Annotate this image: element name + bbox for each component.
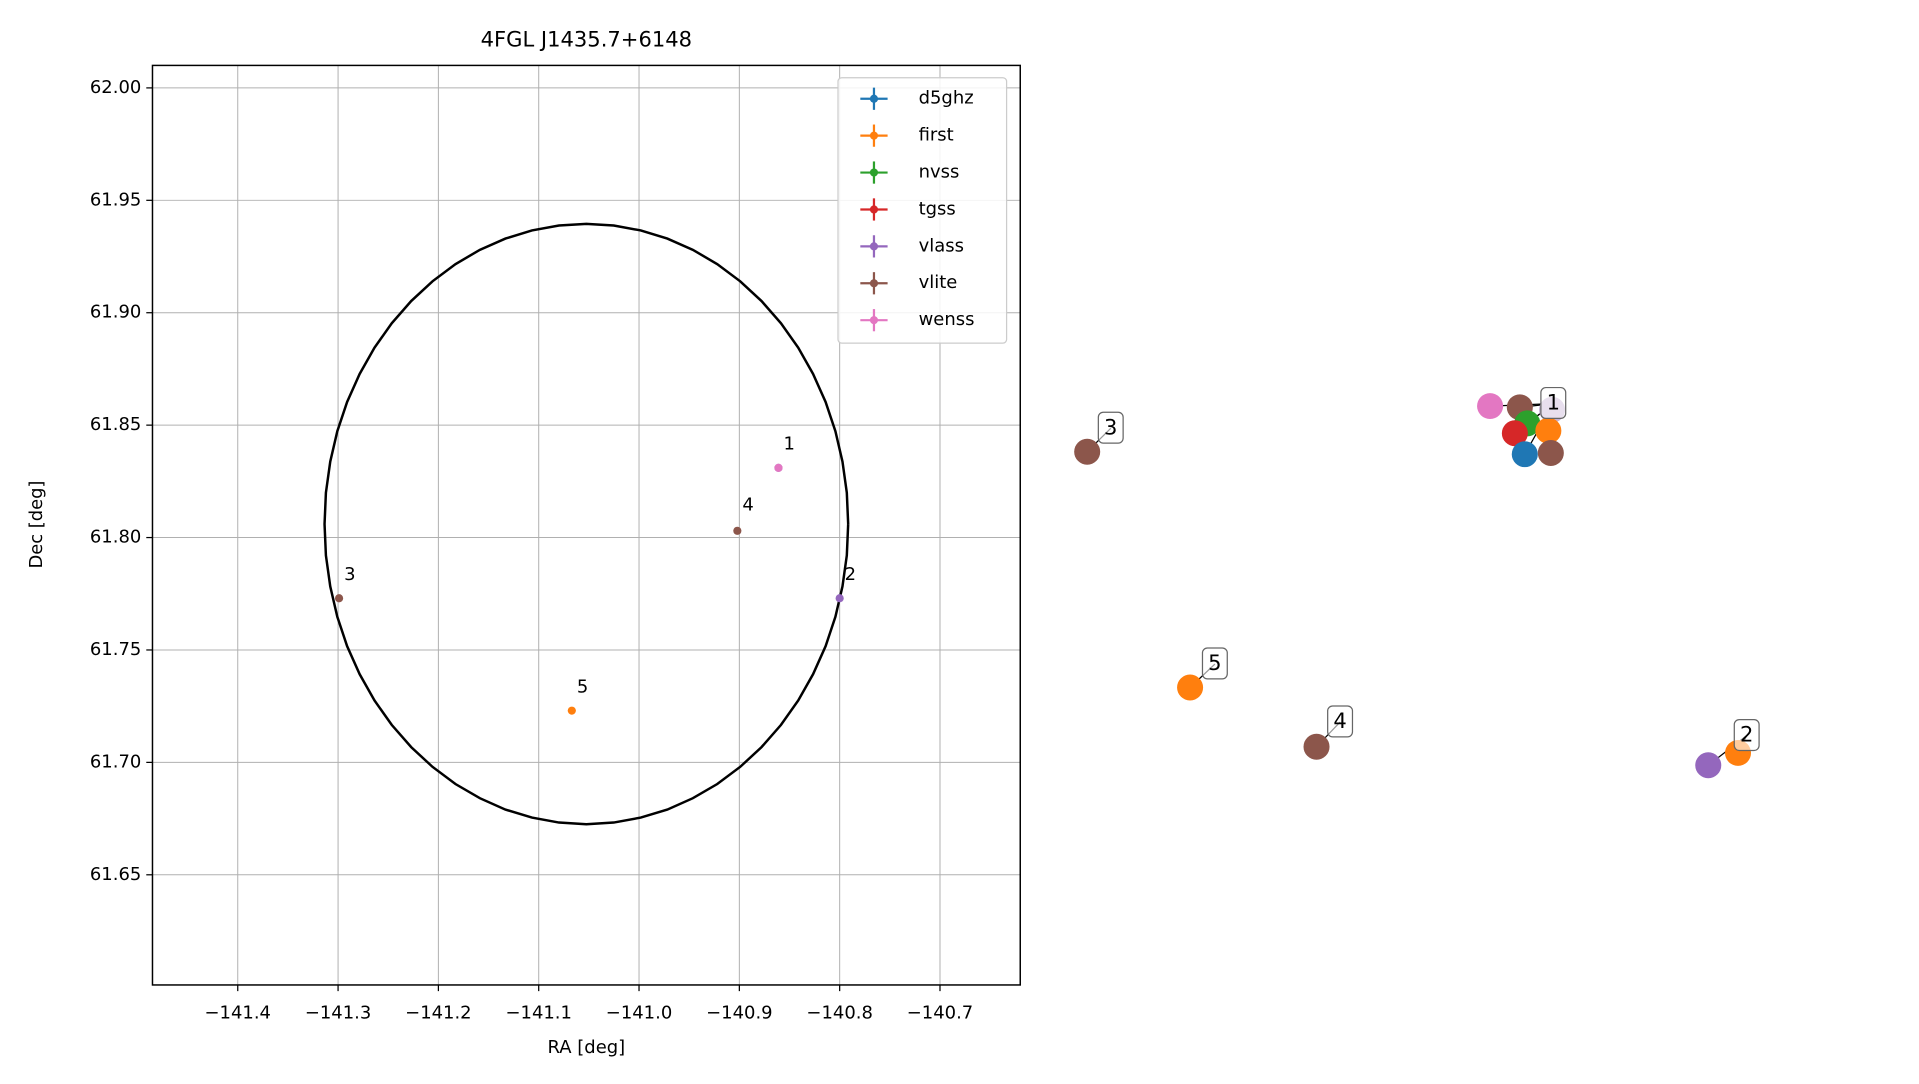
y-tick-label: 61.70 xyxy=(90,751,141,772)
x-tick-label: −141.4 xyxy=(205,1002,271,1023)
localization-ellipse xyxy=(323,222,850,826)
node-label: 3 xyxy=(1104,414,1117,439)
node-label: 2 xyxy=(1740,722,1753,747)
y-tick-label: 61.65 xyxy=(90,864,141,885)
legend-label: first xyxy=(919,125,954,146)
legend-label: vlass xyxy=(919,235,964,256)
data-point xyxy=(835,594,844,603)
legend: d5ghz first nvss tgss vlass vlite wenss xyxy=(837,77,1008,344)
axes-frame xyxy=(151,64,1021,986)
y-tick-label: 62.00 xyxy=(90,77,141,98)
x-tick-label: −141.0 xyxy=(606,1002,672,1023)
x-tick-label: −141.3 xyxy=(305,1002,371,1023)
y-tick-label: 61.90 xyxy=(90,302,141,323)
node xyxy=(1511,441,1538,468)
node-label-box xyxy=(1733,718,1760,752)
data-point xyxy=(733,526,742,535)
plot-area: 1 2 3 4 5 xyxy=(323,222,856,826)
y-tick-label: 61.75 xyxy=(90,639,141,660)
node-label: 5 xyxy=(1208,650,1221,675)
cluster-graph: 1 2 3 4 5 xyxy=(1074,386,1760,779)
node xyxy=(1537,440,1564,466)
x-tick-label: −140.8 xyxy=(806,1002,872,1023)
node xyxy=(1074,438,1101,465)
point-annotation: 4 xyxy=(742,494,753,515)
legend-marker xyxy=(869,316,879,325)
legend-label: tgss xyxy=(919,198,956,219)
node-label-box xyxy=(1201,647,1228,680)
point-annotation: 2 xyxy=(845,564,856,585)
node-label: 1 xyxy=(1547,390,1560,415)
node xyxy=(1477,393,1504,420)
data-point xyxy=(774,463,783,472)
x-tick-label: −141.2 xyxy=(405,1002,471,1023)
legend-marker xyxy=(869,168,879,177)
x-axis-label: RA [deg] xyxy=(548,1037,626,1058)
node xyxy=(1695,752,1722,779)
legend-label: vlite xyxy=(919,272,958,293)
node xyxy=(1303,733,1330,760)
legend-label: wenss xyxy=(919,309,975,330)
node xyxy=(1535,417,1562,444)
data-point xyxy=(334,594,344,603)
x-tick-label: −140.9 xyxy=(706,1002,772,1023)
legend-box xyxy=(837,77,1008,344)
data-point xyxy=(567,706,576,715)
y-tick-label: 61.95 xyxy=(90,189,141,210)
node-label-box xyxy=(1540,386,1567,420)
y-tick-label: 61.80 xyxy=(90,527,141,548)
legend-marker xyxy=(869,94,879,103)
node-label: 4 xyxy=(1333,708,1346,733)
node-label-box xyxy=(1097,411,1124,444)
x-tick-label: −140.7 xyxy=(907,1002,973,1023)
legend-marker xyxy=(869,131,879,140)
grid: −141.4 −141.3 −141.2 −141.1 −141.0 −140.9 −140… xyxy=(90,65,1021,1023)
point-annotation: 5 xyxy=(577,677,588,698)
y-tick-label: 61.85 xyxy=(90,414,141,435)
point-annotation: 3 xyxy=(344,564,355,585)
legend-marker xyxy=(869,205,879,214)
legend-label: d5ghz xyxy=(919,88,974,109)
legend-marker xyxy=(869,279,879,288)
legend-label: nvss xyxy=(919,162,960,183)
legend-marker xyxy=(869,242,879,251)
y-axis-label: Dec [deg] xyxy=(26,481,47,569)
node-label-box xyxy=(1327,705,1354,738)
node xyxy=(1501,420,1528,447)
point-annotation: 1 xyxy=(783,434,794,455)
node xyxy=(1177,674,1204,701)
chart-title: 4FGL J1435.7+6148 xyxy=(481,27,692,52)
x-tick-label: −141.1 xyxy=(505,1002,571,1023)
